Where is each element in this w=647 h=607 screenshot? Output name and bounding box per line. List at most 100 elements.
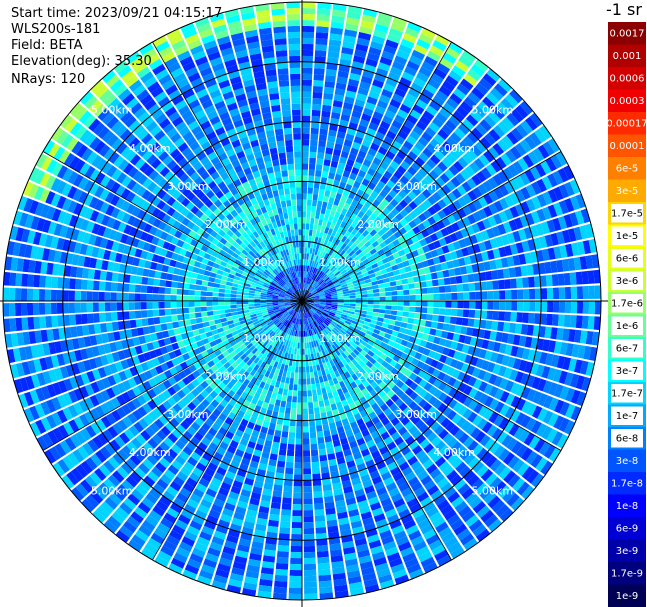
data-gate bbox=[349, 306, 356, 310]
data-gate bbox=[401, 278, 409, 285]
data-gate bbox=[498, 211, 508, 223]
data-gate bbox=[424, 83, 438, 95]
data-gate bbox=[415, 120, 428, 131]
data-gate bbox=[342, 288, 349, 292]
data-gate bbox=[324, 495, 334, 504]
data-gate bbox=[430, 180, 441, 191]
data-gate bbox=[340, 316, 347, 321]
data-gate bbox=[317, 277, 322, 284]
data-gate bbox=[302, 354, 306, 361]
data-gate bbox=[461, 317, 469, 326]
data-gate bbox=[515, 203, 525, 216]
data-gate bbox=[285, 377, 290, 384]
data-gate bbox=[148, 325, 156, 334]
data-gate bbox=[361, 213, 370, 222]
data-gate bbox=[504, 245, 513, 256]
data-gate bbox=[433, 165, 444, 176]
data-gate bbox=[528, 288, 536, 300]
data-gate bbox=[275, 562, 289, 570]
data-gate bbox=[558, 184, 570, 199]
data-gate bbox=[20, 288, 28, 301]
data-gate bbox=[414, 352, 423, 360]
data-gate bbox=[579, 330, 588, 344]
data-gate bbox=[392, 239, 400, 247]
data-gate bbox=[413, 196, 423, 207]
data-gate bbox=[371, 332, 379, 339]
data-gate bbox=[206, 296, 213, 301]
data-gate bbox=[403, 119, 415, 130]
data-gate bbox=[469, 254, 478, 264]
data-gate bbox=[494, 388, 505, 400]
data-gate bbox=[561, 258, 570, 272]
data-gate bbox=[530, 337, 539, 350]
data-gate bbox=[195, 279, 203, 286]
data-gate bbox=[314, 56, 326, 63]
data-gate bbox=[322, 104, 332, 112]
data-gate bbox=[176, 295, 183, 301]
data-gate bbox=[334, 313, 342, 318]
data-gate bbox=[385, 229, 394, 238]
data-gate bbox=[342, 291, 350, 295]
data-gate bbox=[348, 205, 356, 213]
data-gate bbox=[225, 285, 232, 290]
data-gate bbox=[471, 174, 482, 186]
data-gate bbox=[402, 334, 411, 341]
data-gate bbox=[306, 293, 312, 298]
data-gate bbox=[392, 60, 405, 71]
data-gate bbox=[304, 336, 307, 343]
data-gate bbox=[378, 264, 386, 271]
data-gate bbox=[321, 201, 328, 209]
data-gate bbox=[515, 124, 529, 138]
data-gate bbox=[405, 271, 413, 278]
data-gate bbox=[456, 219, 466, 230]
data-gate bbox=[254, 301, 261, 304]
data-gate bbox=[479, 319, 487, 329]
data-gate bbox=[140, 302, 147, 310]
data-gate bbox=[326, 262, 332, 269]
data-gate bbox=[442, 102, 455, 115]
data-gate bbox=[314, 218, 319, 225]
data-gate bbox=[318, 568, 331, 576]
data-gate bbox=[369, 336, 377, 343]
data-gate bbox=[391, 291, 398, 296]
data-gate bbox=[483, 205, 493, 217]
data-gate bbox=[188, 301, 195, 307]
data-gate bbox=[426, 184, 436, 195]
data-gate bbox=[334, 238, 341, 246]
data-gate bbox=[432, 256, 441, 265]
data-gate bbox=[397, 306, 404, 311]
data-gate bbox=[359, 316, 366, 321]
data-gate bbox=[409, 55, 423, 66]
data-gate bbox=[544, 234, 554, 247]
data-gate bbox=[316, 200, 323, 208]
data-gate bbox=[471, 87, 485, 100]
data-gate bbox=[397, 249, 406, 257]
data-gate bbox=[358, 265, 366, 271]
data-gate bbox=[436, 271, 444, 279]
data-gate bbox=[469, 337, 478, 347]
data-gate bbox=[410, 82, 424, 93]
data-gate bbox=[309, 145, 318, 153]
data-gate bbox=[444, 339, 453, 348]
data-gate bbox=[508, 322, 517, 334]
data-gate bbox=[302, 31, 315, 39]
data-gate bbox=[530, 420, 542, 434]
data-gate bbox=[408, 283, 415, 289]
data-gate bbox=[437, 209, 447, 220]
data-gate bbox=[558, 287, 566, 300]
data-gate bbox=[311, 383, 317, 391]
data-gate bbox=[501, 355, 510, 367]
data-gate bbox=[307, 348, 311, 355]
data-gate bbox=[515, 242, 524, 254]
data-gate bbox=[321, 171, 329, 178]
data-gate bbox=[330, 21, 344, 29]
data-gate bbox=[349, 298, 356, 301]
data-gate bbox=[323, 195, 330, 203]
data-gate bbox=[453, 350, 462, 360]
data-gate bbox=[331, 299, 338, 301]
data-gate bbox=[383, 318, 390, 324]
data-gate bbox=[224, 289, 232, 294]
data-gate bbox=[375, 275, 383, 281]
data-gate bbox=[416, 182, 426, 193]
data-gate bbox=[413, 77, 426, 88]
